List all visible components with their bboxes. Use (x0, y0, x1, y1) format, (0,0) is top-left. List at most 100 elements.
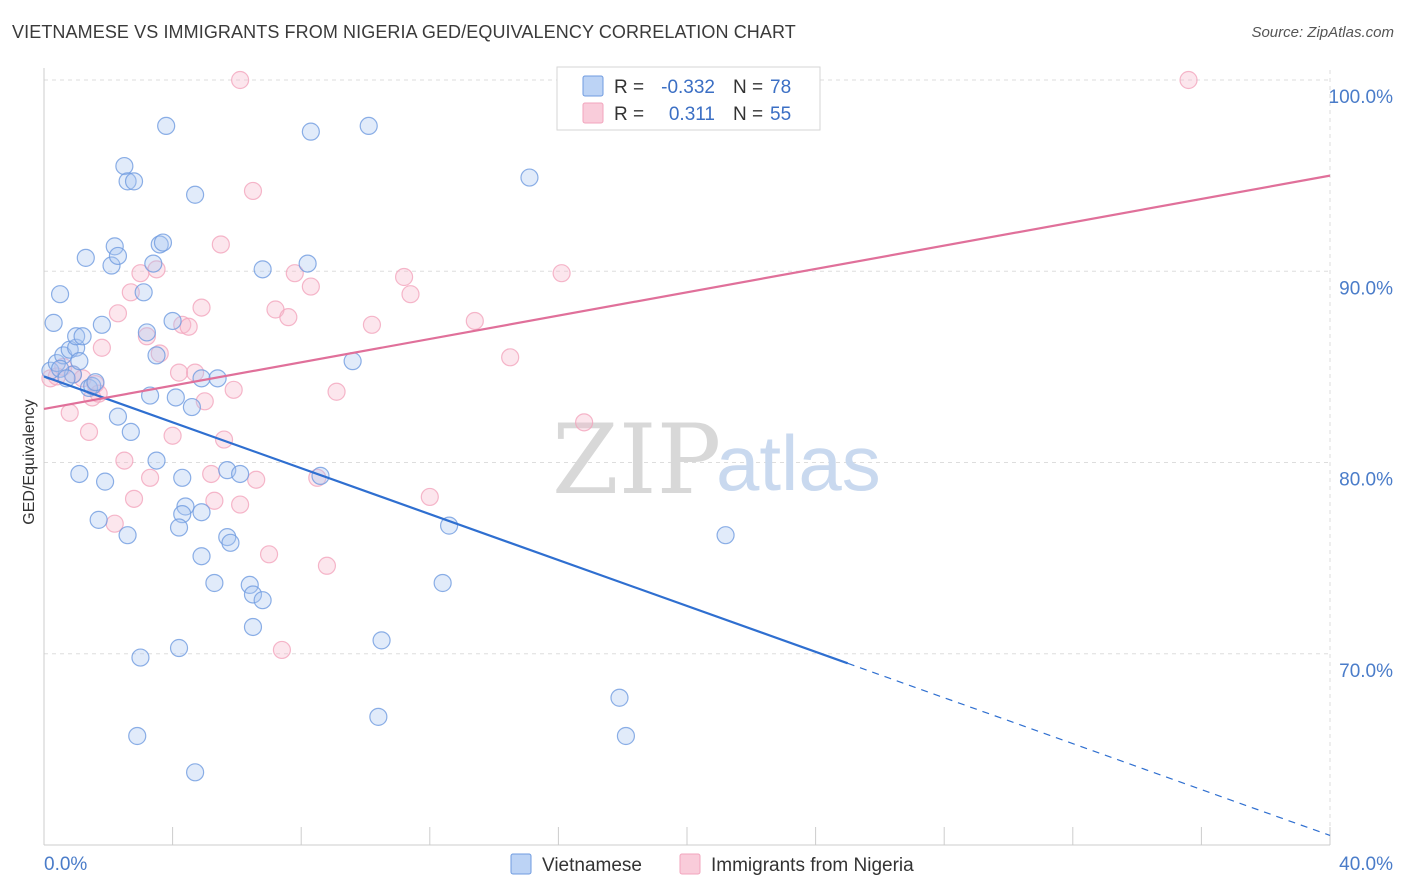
legend-swatch-blue (582, 75, 604, 97)
x-tick-labels: 0.0% 40.0% (44, 854, 1393, 875)
nigeria-point-33 (211, 235, 230, 254)
vietnamese-point-57 (253, 591, 272, 610)
nigeria-point-22 (173, 315, 192, 334)
vietnamese-point-15 (86, 373, 105, 392)
vietnamese-point-37 (70, 464, 89, 484)
vietnamese-point-24 (137, 323, 156, 342)
vietnamese-point-50 (221, 533, 240, 552)
vietnamese-point-46 (173, 505, 192, 524)
vietnamese-point-66 (433, 573, 452, 593)
vietnamese-point-33 (186, 185, 205, 204)
vietnamese-point-76 (716, 526, 735, 545)
vietnamese-point-40 (108, 407, 128, 426)
nigeria-point-54 (92, 338, 111, 357)
vietnamese-point-68 (131, 648, 150, 667)
nigeria-point-9 (79, 422, 99, 441)
nigeria-point-14 (137, 327, 156, 346)
vietnamese-point-42 (121, 422, 140, 441)
nigeria-point-11 (115, 451, 134, 470)
x-tick-label-max: 40.0% (1339, 854, 1393, 875)
legend-n-label-1: N = (733, 77, 763, 98)
nigeria-point-28 (205, 491, 224, 510)
vietnamese-point-14 (73, 327, 92, 346)
nigeria-point-25 (192, 298, 211, 317)
vietnamese-point-75 (616, 726, 636, 746)
nigeria-point-12 (124, 489, 144, 508)
y-tick-label-80: 80.0% (1339, 470, 1393, 491)
vietnamese-point-27 (157, 116, 176, 136)
nigeria-point-30 (224, 380, 243, 399)
vietnamese-point-44 (173, 468, 192, 487)
legend-r-value-2: 0.311 (669, 104, 715, 125)
vietnamese-point-72 (369, 707, 388, 726)
series-swatch-nigeria (679, 853, 701, 875)
nigeria-point-17 (147, 260, 166, 279)
vietnamese-point-63 (343, 352, 362, 371)
nigeria-point-43 (327, 382, 346, 401)
nigeria-point-50 (552, 264, 571, 283)
series-legend: Vietnamese Immigrants from Nigeria (510, 853, 914, 876)
vietnamese-point-43 (147, 451, 166, 470)
vietnamese-point-29 (144, 254, 163, 273)
nigeria-point-47 (420, 487, 439, 507)
vietnamese-point-70 (128, 726, 147, 746)
vietnamese-point-47 (169, 518, 189, 537)
vietnamese-point-21 (118, 172, 137, 191)
nigeria-point-37 (272, 640, 292, 660)
vietnamese-point-8 (67, 327, 86, 346)
vietnamese-point-28 (163, 311, 182, 331)
nigeria-point-44 (362, 315, 382, 334)
vietnamese-point-32 (166, 388, 185, 407)
vietnamese-point-55 (240, 575, 259, 595)
vietnamese-point-16 (92, 315, 111, 334)
nigeria-point-39 (285, 264, 304, 283)
vietnamese-point-60 (301, 122, 320, 141)
series-swatch-vietnamese (510, 853, 532, 875)
y-tick-label-90: 90.0% (1339, 278, 1393, 299)
vietnamese-point-52 (205, 573, 224, 593)
vietnamese-point-41 (118, 526, 137, 545)
series-label-nigeria: Immigrants from Nigeria (711, 855, 914, 876)
vietnamese-point-48 (192, 503, 211, 522)
nigeria-point-34 (247, 470, 266, 489)
vietnamese-trend-line (43, 375, 849, 665)
vietnamese-point-73 (520, 168, 539, 187)
vietnamese-point-74 (610, 688, 629, 707)
y-axis-label: GED/Equivalency (21, 399, 38, 524)
vietnamese-point-19 (108, 246, 128, 266)
nigeria-point-21 (169, 363, 189, 382)
trend-lines (43, 174, 1331, 837)
vietnamese-points (41, 116, 735, 782)
vietnamese-point-35 (182, 397, 201, 417)
vietnamese-point-67 (439, 516, 459, 535)
nigeria-trend-line (43, 174, 1331, 411)
vietnamese-point-49 (218, 527, 237, 547)
nigeria-point-4 (60, 403, 79, 422)
nigeria-point-38 (279, 308, 298, 327)
legend-n-value-1: 78 (770, 77, 791, 98)
nigeria-point-27 (202, 464, 221, 484)
legend-swatch-pink (582, 102, 604, 124)
nigeria-point-35 (259, 545, 279, 564)
nigeria-points (41, 70, 1198, 660)
vietnamese-point-65 (372, 631, 391, 650)
nigeria-point-18 (121, 283, 140, 302)
vietnamese-point-58 (243, 617, 263, 637)
watermark-zip: ZIP (552, 404, 721, 516)
vietnamese-point-64 (359, 116, 378, 136)
nigeria-point-19 (108, 304, 128, 323)
nigeria-point-51 (575, 413, 594, 432)
legend-n-label-2: N = (733, 104, 763, 125)
chart-title: VIETNAMESE VS IMMIGRANTS FROM NIGERIA GE… (12, 22, 796, 42)
legend-r-value-1: -0.332 (661, 77, 715, 98)
vietnamese-point-51 (192, 547, 211, 566)
series-label-vietnamese: Vietnamese (542, 855, 642, 876)
y-tick-label-100: 100.0% (1329, 87, 1394, 108)
legend-r-label-1: R = (614, 77, 644, 98)
watermark: ZIP atlas (552, 404, 881, 516)
vietnamese-point-61 (298, 254, 317, 273)
correlation-legend: R = -0.332 N = 78 R = 0.311 N = 55 (556, 66, 821, 131)
vietnamese-point-2 (44, 313, 63, 332)
vietnamese-point-3 (50, 285, 70, 304)
